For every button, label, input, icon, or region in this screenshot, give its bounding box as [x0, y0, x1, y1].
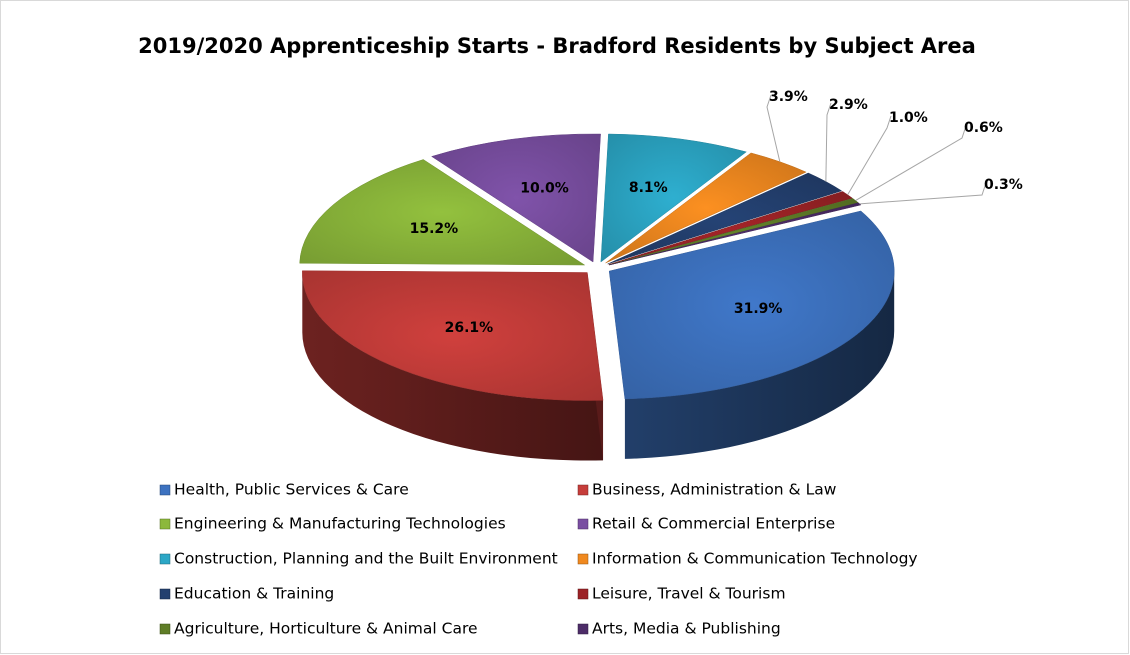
data-label: 0.3%	[984, 177, 1023, 193]
legend-label: Engineering & Manufacturing Technologies	[174, 515, 506, 533]
slice	[605, 152, 807, 264]
data-label: 31.9%	[734, 301, 783, 317]
legend-swatch	[159, 623, 171, 635]
legend-swatch	[159, 588, 171, 600]
slice	[609, 202, 862, 266]
leader-line	[766, 94, 781, 162]
legend-swatch	[577, 518, 589, 530]
slice	[608, 210, 895, 400]
legend-swatch	[159, 484, 171, 496]
slice	[607, 172, 843, 265]
leader-line	[825, 102, 832, 182]
data-label: 1.0%	[889, 110, 928, 126]
slice-side	[624, 271, 895, 459]
leader-line	[847, 115, 892, 196]
legend-label: Information & Communication Technology	[592, 550, 918, 568]
legend-label: Construction, Planning and the Built Env…	[174, 550, 558, 568]
slice	[299, 159, 586, 266]
legend-label: Education & Training	[174, 585, 334, 603]
legend-label: Retail & Commercial Enterprise	[592, 515, 835, 533]
data-label: 15.2%	[410, 221, 459, 237]
legend-label: Arts, Media & Publishing	[592, 620, 781, 638]
leader-line	[855, 125, 967, 201]
data-label: 2.9%	[829, 97, 868, 113]
data-label: 26.1%	[445, 320, 494, 336]
legend-swatch	[577, 588, 589, 600]
data-label: 3.9%	[769, 89, 808, 105]
chart-title: 2019/2020 Apprenticeship Starts - Bradfo…	[138, 34, 976, 58]
slice	[302, 270, 604, 401]
legend-label: Agriculture, Horticulture & Animal Care	[174, 620, 478, 638]
legend-swatch	[577, 553, 589, 565]
legend-swatch	[577, 484, 589, 496]
slice	[431, 133, 601, 263]
legend-swatch	[577, 623, 589, 635]
data-label: 10.0%	[520, 180, 569, 196]
slice-side	[302, 272, 604, 461]
legend-label: Leisure, Travel & Tourism	[592, 585, 786, 603]
legend-label: Business, Administration & Law	[592, 481, 837, 499]
legend-swatch	[159, 518, 171, 530]
slice	[600, 133, 747, 263]
leader-line	[859, 182, 987, 205]
data-label: 8.1%	[629, 180, 668, 196]
legend-swatch	[159, 553, 171, 565]
data-label: 0.6%	[964, 120, 1003, 136]
legend-label: Health, Public Services & Care	[174, 481, 409, 499]
